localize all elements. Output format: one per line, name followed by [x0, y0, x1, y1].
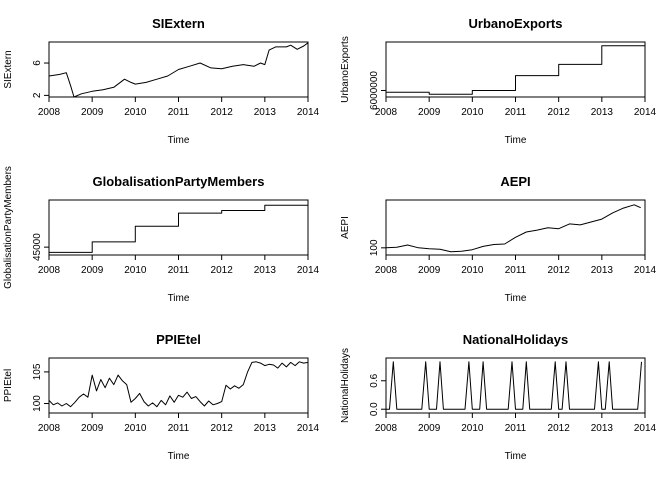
- x-tick-label: 2012: [548, 423, 571, 434]
- series-line: [48, 42, 309, 98]
- x-tick-label: 2012: [211, 107, 234, 118]
- y-tick-label: 0.0: [369, 402, 380, 416]
- x-tick-label: 2009: [81, 265, 104, 276]
- x-tick-label: 2011: [168, 423, 190, 434]
- plot-frame: [48, 199, 309, 256]
- panel-5: NationalHolidays 2008 2009 2010 2011 2012 2013…: [340, 332, 657, 462]
- x-tick-label: 2012: [548, 265, 571, 276]
- x-tick-label: 2013: [254, 265, 277, 276]
- series-line: [48, 361, 309, 408]
- y-tick-label: 105: [32, 363, 43, 380]
- x-tick-label: 2013: [254, 423, 277, 434]
- x-tick-label: 2011: [505, 423, 527, 434]
- panel-2: GlobalisationPartyMembers 2008 2009 2010 201…: [3, 166, 320, 304]
- panel-title: GlobalisationPartyMembers: [93, 174, 265, 189]
- panel-0: SIExtern 2008 2009 2010 2011 2012 2013 2014 Time…: [3, 16, 320, 146]
- panel-title: SIExtern: [152, 16, 205, 31]
- y-tick-label: 45000: [32, 233, 43, 261]
- series-line: [386, 361, 642, 410]
- x-tick-label: 2008: [375, 265, 398, 276]
- x-tick-label: 2014: [634, 265, 657, 276]
- x-tick-label: 2014: [634, 107, 657, 118]
- y-tick-label: 100: [32, 395, 43, 412]
- y-axis-label: NationalHolidays: [340, 348, 351, 423]
- x-axis-label: Time: [505, 451, 527, 462]
- panel-title: NationalHolidays: [463, 332, 568, 347]
- series-line: [49, 204, 308, 253]
- x-tick-label: 2010: [124, 265, 147, 276]
- x-tick-label: 2010: [124, 423, 147, 434]
- y-tick-label: 0.6: [369, 373, 380, 387]
- y-tick-label: 2: [32, 92, 43, 98]
- plot-frame: [385, 199, 646, 256]
- x-tick-label: 2013: [254, 107, 277, 118]
- x-tick-label: 2011: [505, 265, 527, 276]
- x-axis-label: Time: [505, 293, 527, 304]
- x-tick-label: 2009: [418, 107, 441, 118]
- x-tick-label: 2012: [211, 423, 234, 434]
- y-axis-label: SIExtern: [3, 50, 14, 88]
- y-axis-label: GlobalisationPartyMembers: [3, 166, 14, 289]
- x-tick-label: 2012: [211, 265, 234, 276]
- x-axis-label: Time: [168, 451, 190, 462]
- x-axis-label: Time: [168, 293, 190, 304]
- panel-title: PPIEtel: [156, 332, 201, 347]
- y-tick-label: 6000000: [369, 71, 380, 110]
- x-tick-label: 2011: [168, 107, 190, 118]
- x-tick-label: 2014: [634, 423, 657, 434]
- x-tick-label: 2008: [38, 265, 61, 276]
- x-tick-label: 2009: [81, 107, 104, 118]
- x-tick-label: 2010: [461, 107, 484, 118]
- x-tick-label: 2008: [38, 423, 61, 434]
- y-tick-label: 100: [369, 239, 380, 256]
- panel-4: PPIEtel 2008 2009 2010 2011 2012 2013 2014 Time 1…: [3, 332, 320, 462]
- x-tick-label: 2009: [418, 265, 441, 276]
- series-line: [385, 204, 641, 253]
- x-axis-label: Time: [505, 135, 527, 146]
- x-tick-label: 2009: [418, 423, 441, 434]
- x-tick-label: 2010: [124, 107, 147, 118]
- x-tick-label: 2014: [297, 265, 320, 276]
- y-axis-label: PPIEtel: [3, 369, 14, 402]
- x-axis-label: Time: [168, 135, 190, 146]
- x-tick-label: 2010: [461, 265, 484, 276]
- panel-1: UrbanoExports 2008 2009 2010 2011 2012 2013 201…: [340, 16, 657, 146]
- x-tick-label: 2011: [168, 265, 190, 276]
- x-tick-label: 2013: [591, 107, 614, 118]
- panel-title: AEPI: [500, 174, 530, 189]
- y-axis-label: UrbanoExports: [340, 36, 351, 103]
- x-tick-label: 2008: [375, 423, 398, 434]
- y-tick-label: 6: [32, 60, 43, 66]
- x-tick-label: 2014: [297, 107, 320, 118]
- x-tick-label: 2014: [297, 423, 320, 434]
- x-tick-label: 2013: [591, 265, 614, 276]
- plot-frame: [48, 357, 309, 414]
- y-axis-label: AEPI: [340, 216, 351, 239]
- x-tick-label: 2008: [38, 107, 61, 118]
- panel-title: UrbanoExports: [469, 16, 563, 31]
- x-tick-label: 2011: [505, 107, 527, 118]
- x-tick-label: 2010: [461, 423, 484, 434]
- x-tick-label: 2008: [375, 107, 398, 118]
- series-line: [386, 45, 645, 95]
- panel-3: AEPI 2008 2009 2010 2011 2012 2013 2014 Time 100 A…: [340, 174, 657, 304]
- x-tick-label: 2009: [81, 423, 104, 434]
- x-tick-label: 2012: [548, 107, 571, 118]
- x-tick-label: 2013: [591, 423, 614, 434]
